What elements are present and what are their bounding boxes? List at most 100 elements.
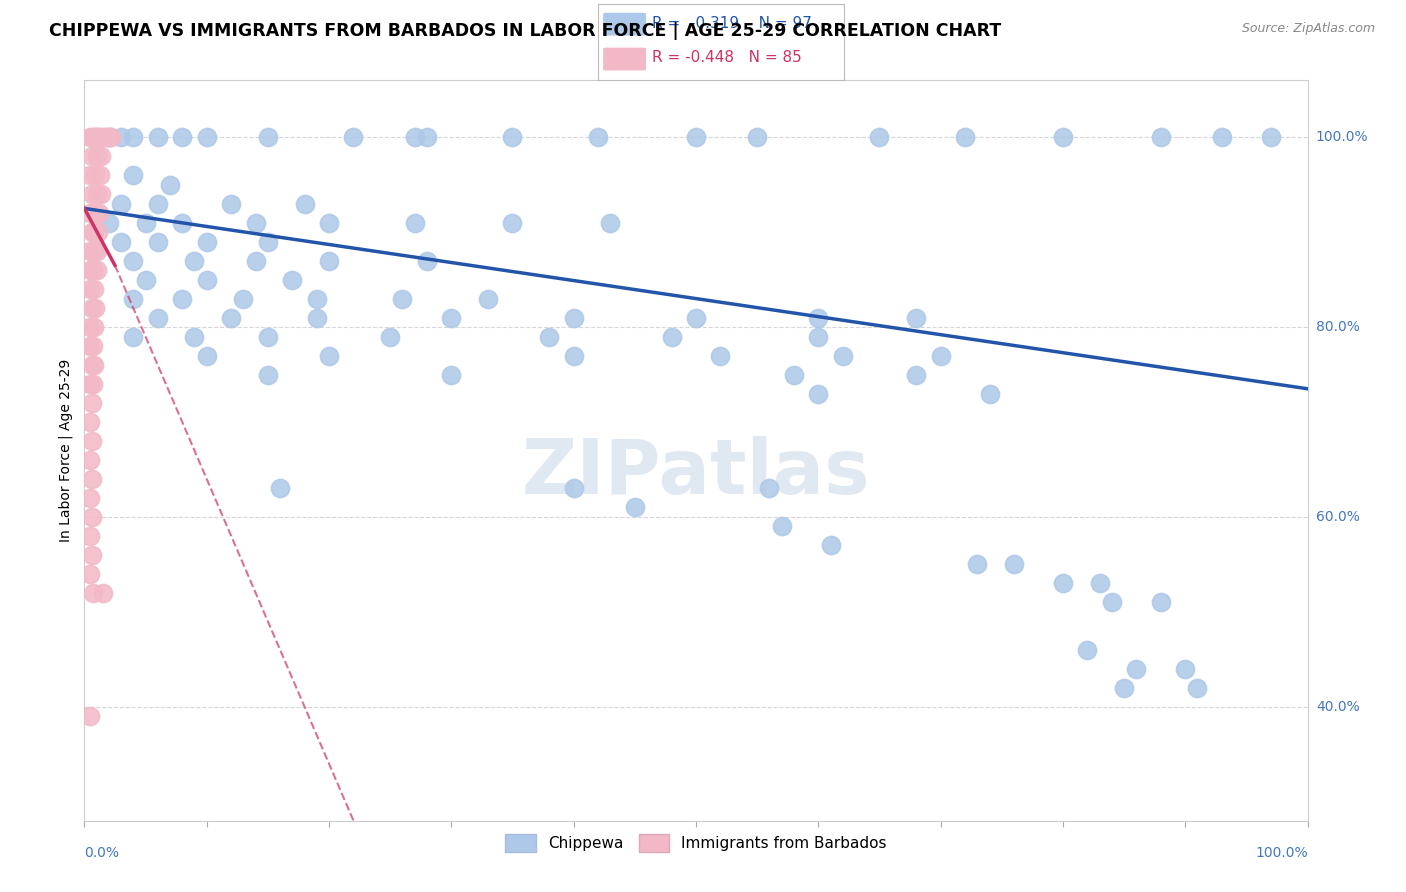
Point <box>966 558 988 572</box>
Point <box>86 187 108 202</box>
Point <box>86 130 108 145</box>
Point <box>685 310 707 325</box>
Point <box>1114 681 1136 695</box>
Point <box>79 377 101 392</box>
Point <box>305 292 328 306</box>
Point <box>342 130 364 145</box>
Point <box>84 130 107 145</box>
Point <box>86 263 108 277</box>
Point <box>1125 662 1147 676</box>
Legend: Chippewa, Immigrants from Barbados: Chippewa, Immigrants from Barbados <box>496 825 896 861</box>
FancyBboxPatch shape <box>603 12 647 37</box>
Point <box>562 349 585 363</box>
Point <box>79 282 101 296</box>
Point <box>183 253 205 268</box>
Point <box>562 482 585 496</box>
Point <box>1088 576 1111 591</box>
Point <box>624 500 647 515</box>
Point <box>979 386 1001 401</box>
Point <box>83 225 105 239</box>
Point <box>82 263 104 277</box>
Point <box>83 320 105 334</box>
Point <box>110 196 132 211</box>
Point <box>1260 130 1282 145</box>
Point <box>219 310 242 325</box>
Point <box>122 329 145 343</box>
Point <box>257 235 280 249</box>
Point <box>318 349 340 363</box>
Point <box>1101 595 1123 609</box>
Point <box>122 168 145 182</box>
Point <box>84 168 107 182</box>
Point <box>87 130 110 145</box>
Point <box>245 253 267 268</box>
Point <box>599 216 621 230</box>
Point <box>562 310 585 325</box>
Point <box>1150 595 1173 609</box>
Point <box>79 339 101 353</box>
Point <box>79 566 101 581</box>
Point <box>84 301 107 315</box>
Point <box>502 216 524 230</box>
Point <box>80 509 103 524</box>
Point <box>135 216 157 230</box>
Point <box>79 168 101 182</box>
Point <box>79 453 101 467</box>
Text: CHIPPEWA VS IMMIGRANTS FROM BARBADOS IN LABOR FORCE | AGE 25-29 CORRELATION CHAR: CHIPPEWA VS IMMIGRANTS FROM BARBADOS IN … <box>49 22 1001 40</box>
Point <box>80 434 103 448</box>
Point <box>79 529 101 543</box>
Point <box>195 349 218 363</box>
Point <box>83 282 105 296</box>
Point <box>146 196 169 211</box>
Point <box>318 216 340 230</box>
Point <box>783 368 806 382</box>
Point <box>80 187 103 202</box>
Point <box>80 225 103 239</box>
Point <box>257 368 280 382</box>
Point <box>82 586 104 600</box>
FancyBboxPatch shape <box>603 47 647 71</box>
Point <box>80 548 103 562</box>
Point <box>110 235 132 249</box>
Text: 40.0%: 40.0% <box>1316 699 1360 714</box>
Point <box>219 196 242 211</box>
Point <box>82 339 104 353</box>
Point <box>79 130 101 145</box>
Point <box>269 482 291 496</box>
Point <box>661 329 683 343</box>
Point <box>86 244 108 259</box>
Point <box>80 301 103 315</box>
Point <box>807 386 830 401</box>
Point <box>477 292 499 306</box>
Point <box>91 586 114 600</box>
Point <box>440 368 463 382</box>
Text: Source: ZipAtlas.com: Source: ZipAtlas.com <box>1241 22 1375 36</box>
Point <box>195 235 218 249</box>
Point <box>90 187 112 202</box>
Point <box>172 130 194 145</box>
Point <box>770 519 793 533</box>
Point <box>110 130 132 145</box>
Point <box>1076 642 1098 657</box>
Point <box>84 206 107 220</box>
Point <box>82 130 104 145</box>
Point <box>1052 130 1074 145</box>
Point <box>146 310 169 325</box>
Point <box>80 396 103 410</box>
Point <box>100 130 122 145</box>
Point <box>97 130 120 145</box>
Point <box>122 253 145 268</box>
Point <box>89 130 111 145</box>
Point <box>97 216 120 230</box>
Point <box>380 329 402 343</box>
Point <box>257 130 280 145</box>
Point <box>80 149 103 163</box>
Point <box>257 329 280 343</box>
Point <box>87 225 110 239</box>
Text: 0.0%: 0.0% <box>84 846 120 860</box>
Point <box>281 272 304 286</box>
Text: ZIPatlas: ZIPatlas <box>522 435 870 509</box>
Point <box>80 472 103 486</box>
Point <box>97 130 120 145</box>
Point <box>183 329 205 343</box>
